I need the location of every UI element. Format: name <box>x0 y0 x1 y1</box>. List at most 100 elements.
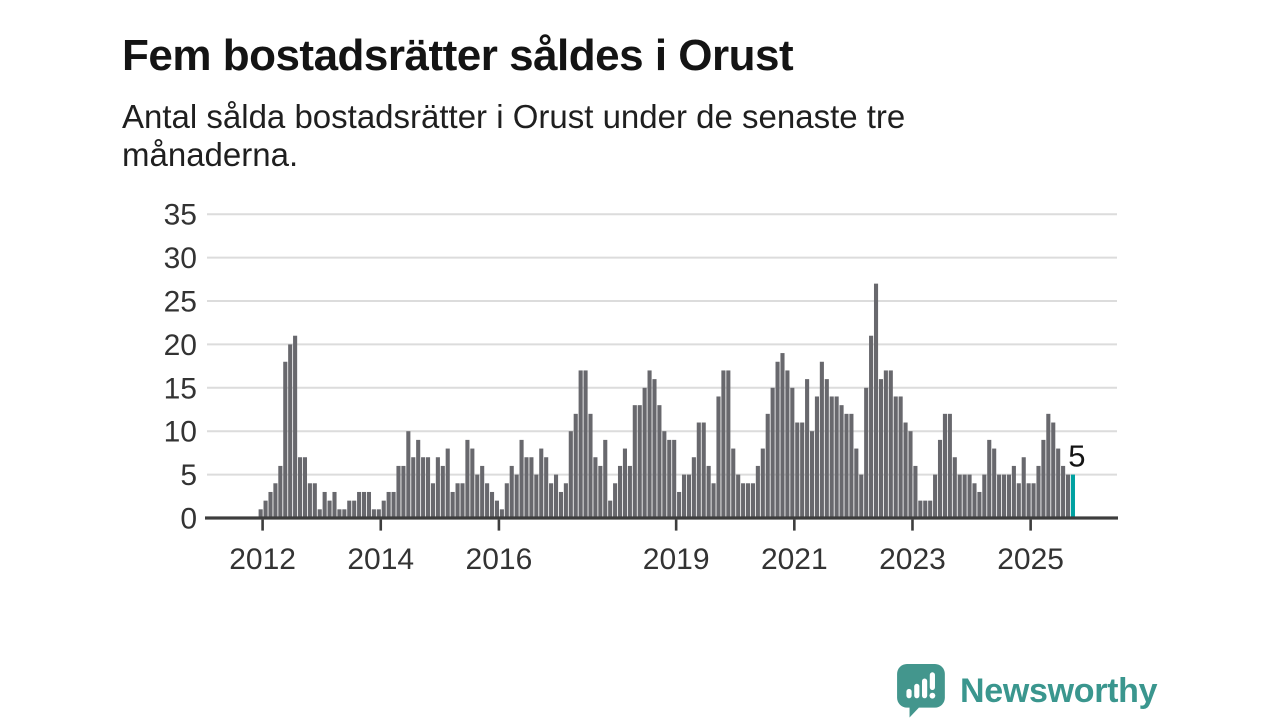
bar <box>785 370 790 518</box>
bar <box>573 413 578 518</box>
bar <box>972 483 977 518</box>
bar <box>327 500 332 518</box>
bar <box>445 448 450 518</box>
y-axis-tick-label: 25 <box>164 286 197 319</box>
bar <box>800 422 805 518</box>
bar <box>1061 465 1066 518</box>
bar <box>534 474 539 518</box>
page-title: Fem bostadsrätter såldes i Orust <box>122 31 794 81</box>
x-axis-tick-label: 2014 <box>347 543 414 576</box>
bar <box>598 465 603 518</box>
bar <box>869 335 874 518</box>
bar <box>957 474 962 518</box>
bar <box>558 491 563 518</box>
bar <box>524 457 529 518</box>
bar <box>529 457 534 518</box>
bar <box>421 457 426 518</box>
bar <box>1016 483 1021 518</box>
bar <box>819 361 824 518</box>
bar <box>696 422 701 518</box>
bar <box>755 465 760 518</box>
bar <box>1026 483 1031 518</box>
bar <box>982 474 987 518</box>
bar <box>662 431 667 518</box>
bar <box>588 413 593 518</box>
bar <box>1001 474 1007 518</box>
bar <box>745 483 751 518</box>
bar <box>293 335 298 518</box>
bar <box>706 465 711 518</box>
bar <box>297 457 303 518</box>
bar <box>627 465 632 518</box>
bar <box>1031 483 1036 518</box>
bar <box>435 457 440 518</box>
bar <box>312 483 317 518</box>
x-axis-tick-label: 2021 <box>761 543 828 576</box>
bar <box>632 405 637 518</box>
bar <box>686 474 691 518</box>
x-axis-tick <box>497 519 501 531</box>
x-axis-tick <box>1029 519 1032 531</box>
bar <box>977 491 982 518</box>
bar <box>898 396 903 518</box>
bar <box>430 483 436 518</box>
bar <box>928 500 933 518</box>
bar <box>893 396 898 518</box>
bar <box>962 474 967 518</box>
bar <box>657 405 662 518</box>
bar <box>381 500 386 518</box>
bar <box>780 353 785 518</box>
bar <box>741 483 746 518</box>
bar <box>1011 465 1016 518</box>
bar <box>677 491 682 518</box>
bar <box>425 457 431 518</box>
bar <box>834 396 839 518</box>
highlighted-bar <box>1070 474 1075 518</box>
bar <box>933 474 938 518</box>
bar <box>352 500 357 518</box>
logo-bubble <box>897 664 945 718</box>
bar <box>1056 448 1061 518</box>
chart-subtitle: Antal sålda bostadsrätter i Orust under … <box>122 98 1132 174</box>
bar <box>716 396 721 518</box>
bar <box>583 370 588 518</box>
bar <box>637 405 642 518</box>
bar <box>455 483 460 518</box>
bar <box>952 457 957 518</box>
bar <box>593 457 598 518</box>
bar <box>805 379 810 518</box>
bar <box>736 474 741 518</box>
x-axis-line <box>205 516 1118 520</box>
bar <box>888 370 893 518</box>
logo-bar-small <box>906 688 912 699</box>
bar <box>617 465 623 518</box>
x-axis-tick-label: 2016 <box>466 543 533 576</box>
bar <box>563 483 568 518</box>
brand-name: Newsworthy <box>960 671 1158 710</box>
bar <box>603 439 608 518</box>
bar <box>701 422 706 518</box>
bar <box>642 387 647 518</box>
bar <box>795 422 800 518</box>
y-axis-tick-label: 10 <box>164 416 197 449</box>
bar <box>406 431 411 518</box>
bar <box>903 422 908 518</box>
bar <box>913 465 918 518</box>
bar <box>504 483 509 518</box>
bar <box>499 509 504 518</box>
bar <box>1006 474 1011 518</box>
bar <box>1051 422 1056 518</box>
bar <box>519 439 524 518</box>
bar <box>923 500 928 518</box>
y-axis-tick-label: 5 <box>180 459 197 492</box>
bar <box>366 491 372 518</box>
bar <box>873 283 879 518</box>
bar <box>317 509 322 518</box>
bar <box>485 483 490 518</box>
bar <box>357 491 362 518</box>
bar <box>908 431 913 518</box>
bar <box>878 379 883 518</box>
bar <box>829 396 834 518</box>
